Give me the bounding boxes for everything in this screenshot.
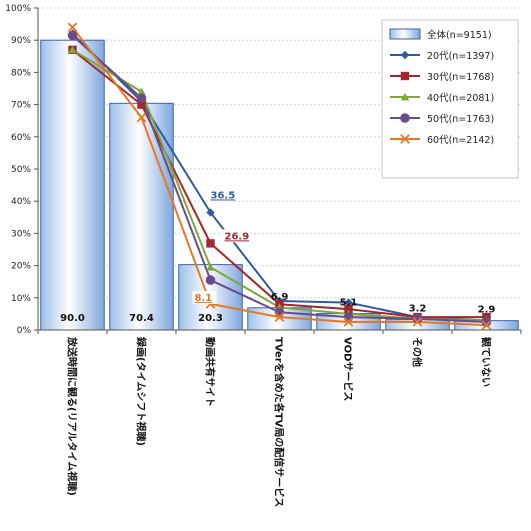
- legend-label: 全体(n=9151): [427, 29, 492, 41]
- legend-label: 40代(n=2081): [427, 93, 494, 104]
- category-label: その他: [411, 337, 424, 367]
- legend-swatch: [389, 28, 421, 40]
- data-point: [343, 317, 354, 327]
- data-point: [206, 239, 215, 248]
- legend-label: 50代(n=1763): [427, 114, 494, 125]
- data-point: [136, 112, 147, 123]
- y-tick-label: 10%: [11, 294, 31, 304]
- bar: [109, 102, 174, 331]
- legend-label: 30代(n=1768): [427, 72, 494, 83]
- point-value-label: 8.1: [195, 293, 213, 304]
- category-label: VODサービス: [342, 337, 355, 401]
- data-point: [137, 87, 146, 96]
- bar-value-label: 2.9: [478, 305, 496, 316]
- category-label: 動画共有サイト: [204, 337, 217, 407]
- category-label: 録画(タイムシフト視聴): [135, 337, 148, 446]
- data-point: [481, 320, 492, 331]
- data-point: [136, 93, 147, 103]
- bar-value-label: 20.3: [198, 313, 223, 324]
- data-point-stroke: [136, 112, 147, 123]
- bar-value-label: 70.4: [129, 313, 154, 324]
- data-point: [344, 304, 353, 314]
- bar: [40, 39, 105, 331]
- data-point-stroke: [67, 22, 78, 33]
- data-point-stroke: [400, 134, 410, 144]
- point-value-label: 36.5: [211, 190, 236, 201]
- data-point: [67, 22, 78, 33]
- y-tick-label: 70%: [11, 101, 31, 111]
- y-tick-label: 50%: [11, 165, 31, 175]
- point-value-labels: 36.5 26.9 8.1: [192, 188, 250, 304]
- legend-label: 20代(n=1397): [427, 51, 494, 62]
- bar-value-label: 90.0: [60, 313, 85, 324]
- category-label: 放送時間に観る(リアルタイム視聴): [66, 336, 79, 496]
- data-point: [412, 313, 423, 324]
- y-tick-label: 60%: [11, 133, 31, 143]
- data-point: [274, 312, 285, 322]
- legend: 全体(n=9151) 20代(n=1397) 30代(n=1768) 40代(n=20…: [381, 19, 519, 179]
- category-label: 観ていない: [480, 337, 493, 387]
- data-point: [274, 307, 285, 318]
- data-point: [412, 317, 423, 327]
- data-point: [400, 113, 410, 123]
- data-point-stroke: [274, 312, 285, 322]
- bar-value-label: 6.9: [271, 292, 289, 303]
- data-point: [206, 208, 215, 217]
- data-point: [67, 30, 78, 41]
- bar-value-labels: 90.0 70.4 20.3 6.9 5.1 3.2 2.9: [60, 292, 495, 324]
- data-point-stroke: [412, 317, 423, 327]
- y-axis-ticks: 0% 10% 20% 30% 40% 50% 60% 70% 80% 90% 100%: [5, 4, 38, 336]
- y-tick-label: 20%: [11, 262, 31, 272]
- point-label-bg: [208, 188, 233, 202]
- bar-series: [40, 39, 519, 331]
- bar-value-label: 5.1: [340, 298, 358, 309]
- data-point: [344, 298, 353, 307]
- data-point: [400, 92, 410, 101]
- data-point: [205, 275, 216, 285]
- axes: [37, 8, 522, 334]
- y-tick-label: 90%: [11, 36, 31, 46]
- data-point: [481, 317, 492, 327]
- data-point: [206, 263, 215, 271]
- data-point: [137, 100, 146, 109]
- y-tick-label: 100%: [5, 4, 31, 14]
- data-point: [68, 45, 77, 54]
- point-label-bg: [222, 229, 247, 243]
- data-point: [400, 71, 410, 81]
- data-point: [400, 134, 410, 144]
- data-point-stroke: [343, 317, 354, 327]
- category-label: TVerを含めた各TV局の配信サービス: [273, 337, 286, 507]
- data-point: [400, 50, 410, 60]
- data-point: [343, 312, 354, 322]
- y-tick-label: 80%: [11, 68, 31, 78]
- point-value-label: 26.9: [225, 231, 250, 242]
- bar-value-label: 3.2: [409, 304, 427, 315]
- x-axis-categories: 放送時間に観る(リアルタイム視聴) 録画(タイムシフト視聴) 動画共有サイト TVer…: [66, 336, 493, 507]
- y-tick-label: 0%: [17, 326, 32, 336]
- legend-label: 60代(n=2142): [427, 135, 494, 146]
- y-tick-label: 30%: [11, 229, 31, 239]
- point-label-bg: [192, 290, 217, 304]
- data-point-stroke: [481, 320, 492, 331]
- y-tick-label: 40%: [11, 197, 31, 207]
- line-series: [67, 22, 492, 331]
